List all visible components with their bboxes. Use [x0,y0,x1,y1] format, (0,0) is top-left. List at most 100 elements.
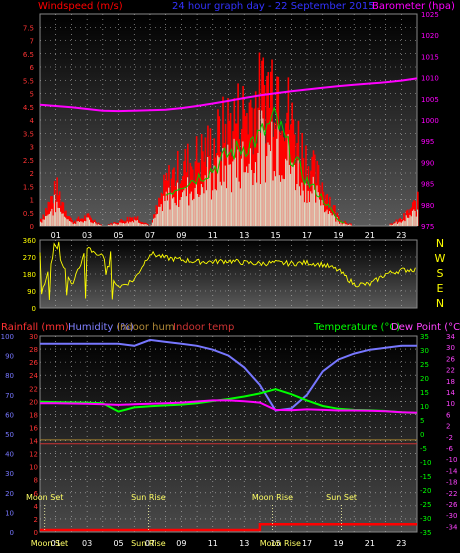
barometer-tick: 1015 [421,53,439,61]
wind-avg-bar [303,202,305,226]
wind-bar [173,167,175,226]
series-dew-point-c [40,399,418,414]
wind-avg-bar [229,164,231,226]
wind-bar [116,222,119,226]
wind-avg-bar [414,210,416,226]
wind-avg-bar [263,130,265,226]
wind-avg-bar [187,177,189,226]
temperature-tick: -35 [420,529,431,537]
rain-tick: 22 [29,385,38,393]
wind-bar [200,134,203,226]
wind-avg-bar [158,206,160,226]
compass-label: N [436,237,444,250]
wind-avg-bar [90,222,92,226]
wind-bar [117,222,120,226]
wind-avg-bar [340,222,342,226]
wind-avg-bar [130,222,132,226]
direction-tick: 270 [23,254,36,262]
compass-label: S [437,267,444,280]
wind-bar [280,135,282,226]
wind-avg-bar [207,156,209,226]
humidity-tick: 30 [5,470,14,478]
hour-tick: 17 [302,539,312,548]
hour-tick: 05 [113,539,123,548]
wind-avg-bar [52,215,54,226]
wind-avg-bar [200,183,202,226]
wind-avg-bar [111,225,113,226]
wind-avg-bar [316,185,318,226]
wind-avg-bar [285,158,287,226]
wind-avg-bar [295,190,297,226]
wind-avg-bar [95,223,97,226]
wind-avg-bar [415,216,417,226]
wind-average-line [165,106,345,224]
compass-label: E [437,282,444,295]
rain-tick: 14 [29,438,38,446]
wind-avg-bar [393,223,395,226]
humidity-tick: 40 [5,451,14,459]
hour-tick: 17 [302,231,312,240]
wind-avg-bar [132,222,135,226]
wind-avg-bar [254,162,256,226]
wind-avg-bar [73,223,76,226]
direction-tick: 360 [23,237,36,245]
temperature-tick: 10 [420,403,429,411]
wind-avg-bar [56,201,58,226]
event-label: Moon Rise [252,493,293,502]
wind-avg-bar [313,189,316,226]
indoor-hum-label: Indoor hum [117,322,175,333]
dewpoint-tick: 10 [446,400,455,408]
wind-avg-bar [197,193,199,226]
wind-avg-bar [306,202,308,226]
wind-avg-bar [322,205,324,226]
windspeed-label: Windspeed (m/s) [38,1,123,12]
hour-tick: 13 [239,539,249,548]
wind-avg-bar [131,221,133,226]
wind-avg-bar [171,198,174,226]
wind-avg-bar [307,190,309,226]
wind-avg-bar [261,110,263,226]
wind-avg-bar [180,197,182,226]
barometer-tick: 1025 [421,11,439,19]
wind-avg-bar [96,224,98,226]
wind-bar [52,203,55,226]
wind-bar [47,201,50,226]
wind-avg-bar [297,160,299,226]
hour-tick: 07 [145,231,155,240]
wind-avg-bar [219,181,221,226]
wind-avg-bar [281,175,283,226]
wind-avg-bar [192,200,194,226]
wind-avg-bar [92,223,94,226]
wind-avg-bar [202,187,204,226]
hour-tick: 19 [333,231,343,240]
wind-avg-bar [277,123,279,226]
wind-avg-bar [165,191,167,226]
wind-avg-bar [41,222,43,226]
wind-bar [90,217,92,226]
temperature-tick: 5 [420,417,424,425]
wind-avg-bar [325,211,327,226]
hour-tick: 21 [365,539,375,548]
humidity-tick: 80 [5,372,14,380]
wind-bar [269,71,272,227]
wind-bar [337,216,340,226]
wind-avg-bar [327,213,329,226]
hour-tick: 21 [365,231,375,240]
hour-tick: 09 [176,539,186,548]
wind-avg-bar [406,217,409,226]
wind-avg-bar [179,199,181,226]
wind-avg-bar [222,148,224,226]
wind-avg-bar [212,190,214,226]
wind-avg-bar [51,208,53,226]
direction-tick: 0 [32,305,36,313]
wind-avg-bar [151,222,153,226]
wind-avg-bar [174,202,176,226]
wind-avg-bar [190,191,192,226]
wind-bar [127,220,130,226]
windspeed-tick: 5 [30,91,34,99]
wind-avg-bar [107,225,109,226]
wind-avg-bar [296,184,298,226]
hour-tick: 03 [82,231,92,240]
humidity-label: Humidity (%) [68,322,134,333]
hour-tick: 15 [271,231,281,240]
